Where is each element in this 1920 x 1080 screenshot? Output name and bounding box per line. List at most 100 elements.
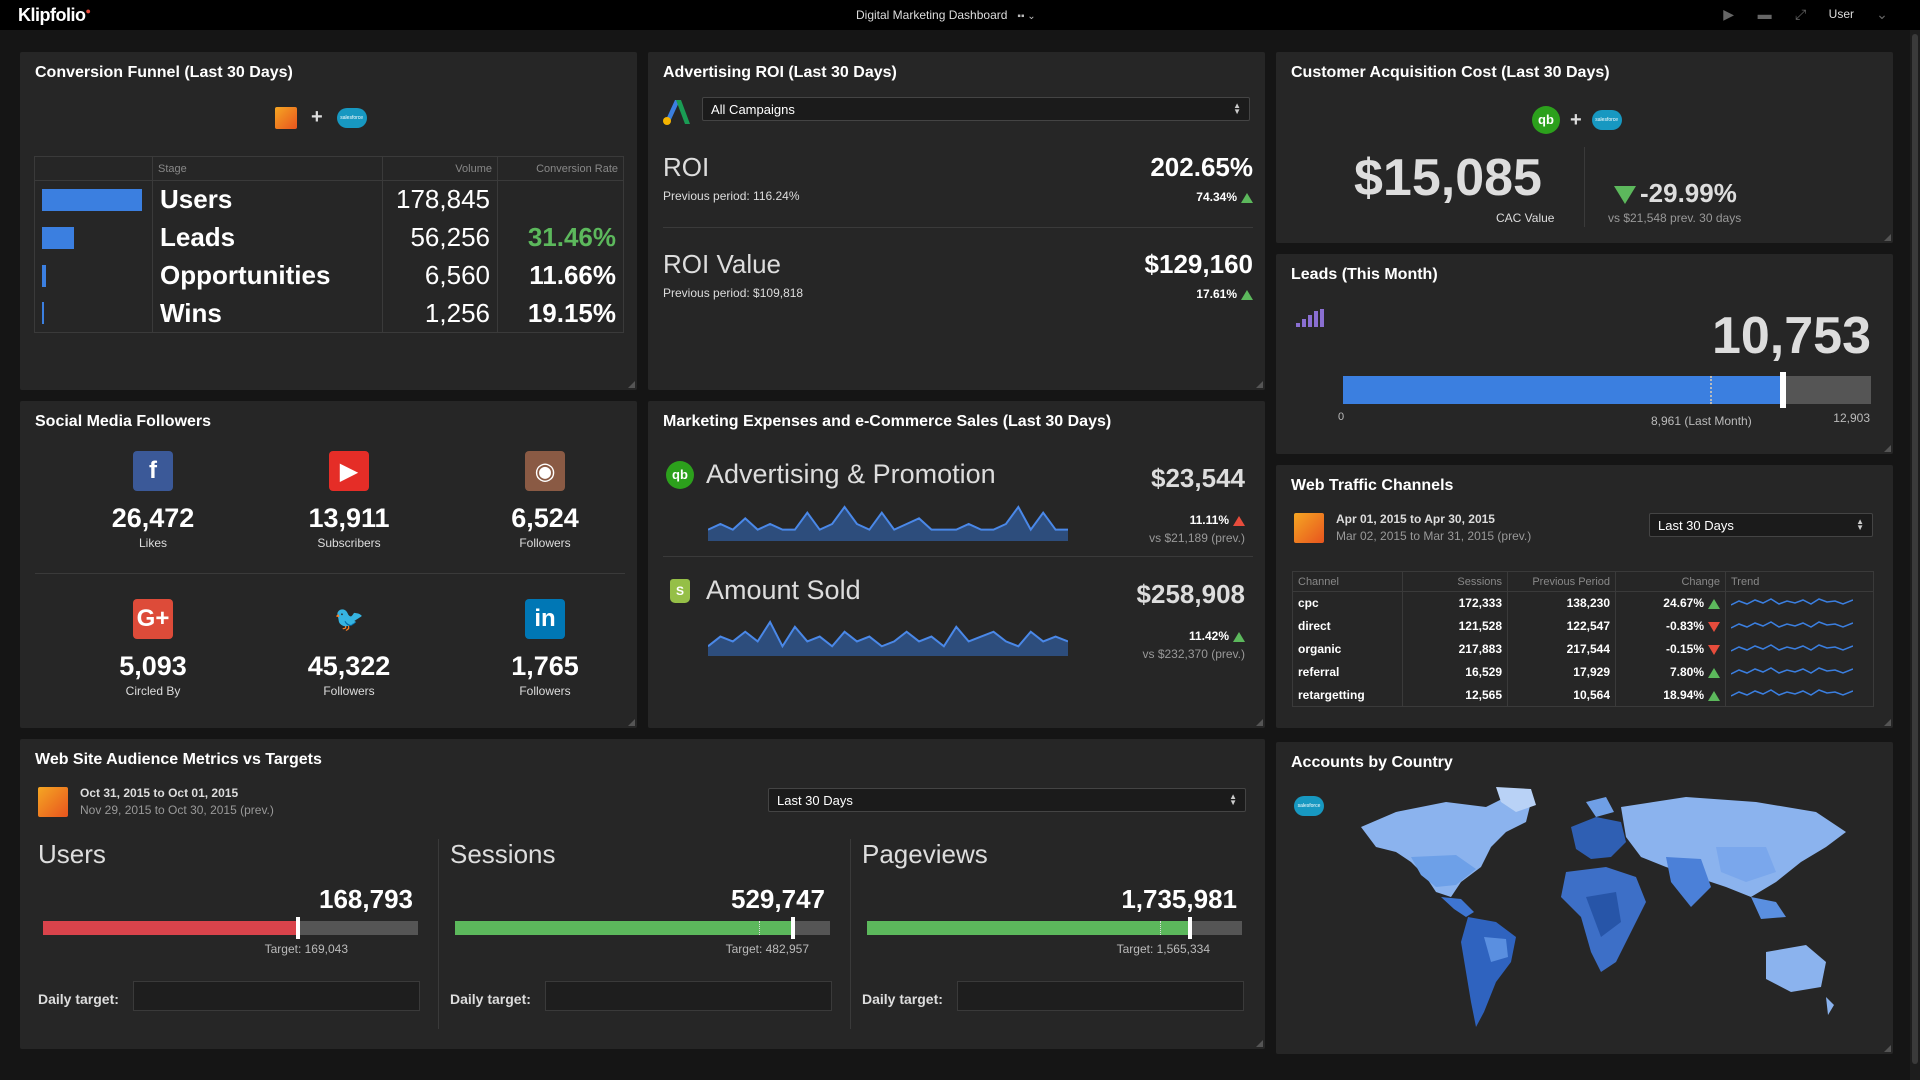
play-icon[interactable]: ▶: [1723, 6, 1735, 22]
fullscreen-icon[interactable]: ⤢: [1795, 6, 1807, 22]
plus-icon: +: [311, 106, 323, 128]
roi-row: ROI 202.65% Previous period: 116.24% 74.…: [663, 152, 1253, 232]
traffic-change: 24.67%: [1663, 596, 1704, 611]
social-label: Likes: [138, 536, 167, 550]
funnel-volume: 6,560: [382, 256, 498, 295]
funnel-bar: [42, 188, 142, 211]
traffic-change: -0.83%: [1665, 619, 1704, 633]
trend-sparkline: [1730, 597, 1854, 606]
funnel-stage: Opportunities: [152, 256, 383, 295]
traffic-prev: 138,230: [1507, 591, 1616, 615]
metric-target: Target: 169,043: [264, 942, 348, 956]
funnel-rate: 11.66%: [529, 260, 616, 290]
social-instagram: ◉ 6,524 Followers: [465, 451, 625, 550]
daily-target-input[interactable]: [957, 981, 1244, 1011]
scrollbar[interactable]: [1910, 30, 1920, 1080]
klipfolio-logo[interactable]: Klipfolio●: [18, 5, 91, 25]
roi-value-amount: $129,160: [1144, 249, 1253, 279]
amount-sold-sparkline: [708, 619, 1068, 656]
dashboard-switcher-icon[interactable]: ▪▪ ⌄: [1017, 11, 1036, 22]
up-arrow-icon: [1241, 289, 1253, 300]
traffic-channel: referral: [1292, 660, 1403, 684]
cac-change-sub: vs $21,548 prev. 30 days: [1608, 211, 1742, 225]
funnel-row: Opportunities 6,560 11.66%: [34, 256, 624, 295]
leads-last-month: 8,961 (Last Month): [1651, 414, 1752, 428]
metric-target: Target: 482,957: [725, 942, 809, 956]
funnel-rate: 19.15%: [527, 297, 616, 328]
metric-label: Pageviews: [862, 839, 988, 869]
metric-marker: [296, 917, 300, 939]
traffic-sessions: 12,565: [1402, 683, 1508, 707]
quickbooks-icon: qb: [1532, 106, 1560, 134]
googleplus-icon: G+: [133, 599, 173, 639]
trend-sparkline: [1730, 666, 1854, 675]
traffic-row: referral 16,529 17,929 7.80%: [1292, 660, 1874, 684]
metric-marker: [1188, 917, 1192, 939]
funnel-bar: [42, 264, 46, 287]
daily-target-input[interactable]: [133, 981, 420, 1011]
traffic-period-select[interactable]: Last 30 Days ▲ ▼: [1649, 513, 1873, 537]
chevron-down-icon[interactable]: ⌄: [1876, 6, 1888, 22]
traffic-date-range: Apr 01, 2015 to Apr 30, 2015: [1336, 512, 1495, 526]
daily-target-input[interactable]: [545, 981, 832, 1011]
column-header: Change: [1615, 571, 1726, 592]
traffic-sessions: 217,883: [1402, 637, 1508, 661]
daily-target-label: Daily target:: [38, 991, 119, 1007]
down-arrow-icon: [1708, 621, 1720, 632]
amount-sold-value: $258,908: [1136, 579, 1245, 609]
down-arrow-icon: [1708, 644, 1720, 655]
audience-period-select[interactable]: Last 30 Days ▲ ▼: [768, 788, 1246, 812]
traffic-row: retargetting 12,565 10,564 18.94%: [1292, 683, 1874, 707]
advertising-sparkline: [708, 505, 1068, 541]
panel-title: Web Site Audience Metrics vs Targets: [35, 751, 322, 768]
signal-bars-icon: [1296, 309, 1324, 327]
metric-sessions: Sessions 529,747 Target: 482,957 Daily t…: [450, 839, 840, 1011]
audience-date-range: Oct 31, 2015 to Oct 01, 2015: [80, 786, 239, 800]
world-map[interactable]: [1356, 787, 1856, 1037]
daily-target-label: Daily target:: [450, 991, 531, 1007]
traffic-prev: 217,544: [1507, 637, 1616, 661]
leads-gauge: [1343, 372, 1871, 408]
traffic-table: Channel Sessions Previous Period Change …: [1292, 571, 1874, 707]
traffic-channel: organic: [1292, 637, 1403, 661]
column-header: Stage: [152, 156, 383, 181]
panel-title: Leads (This Month): [1291, 266, 1438, 283]
social-label: Followers: [323, 684, 375, 698]
dashboard-title[interactable]: Digital Marketing Dashboard ▪▪ ⌄: [856, 8, 1036, 22]
cac-value: $15,085: [1354, 149, 1542, 207]
metric-pageviews: Pageviews 1,735,981 Target: 1,565,334 Da…: [862, 839, 1252, 1011]
traffic-change: 7.80%: [1669, 665, 1704, 679]
layout-icon[interactable]: ▬: [1757, 6, 1772, 22]
column-header: Volume: [382, 156, 498, 181]
user-menu[interactable]: User: [1828, 7, 1854, 21]
metric-users: Users 168,793 Target: 169,043 Daily targ…: [38, 839, 428, 1011]
social-facebook: f 26,472 Likes: [73, 451, 233, 550]
traffic-prev: 10,564: [1507, 683, 1616, 707]
klipfolio-chart-icon: [1294, 513, 1324, 543]
twitter-icon: 🐦: [334, 605, 364, 633]
funnel-volume: 1,256: [382, 294, 498, 333]
roi-label: ROI: [663, 152, 710, 182]
campaign-select[interactable]: All Campaigns ▲ ▼: [702, 97, 1250, 121]
traffic-row: cpc 172,333 138,230 24.67%: [1292, 591, 1874, 615]
advertising-label: Advertising & Promotion: [706, 459, 996, 489]
metric-value: 529,747: [731, 884, 825, 914]
amount-sold-label: Amount Sold: [706, 575, 861, 605]
metric-value: 1,735,981: [1121, 884, 1237, 914]
leads-value: 10,753: [1711, 307, 1871, 365]
amount-sold-change: 11.42%: [1188, 629, 1229, 643]
advertising-change: 11.11%: [1189, 513, 1229, 527]
instagram-icon: ◉: [525, 451, 565, 491]
salesforce-icon: salesforce: [336, 107, 367, 128]
panel-title: Web Traffic Channels: [1291, 477, 1454, 494]
conversion-funnel-panel: Conversion Funnel (Last 30 Days) + sales…: [20, 52, 637, 390]
funnel-stage: Users: [152, 180, 383, 219]
roi-prev: Previous period: 116.24%: [663, 189, 800, 203]
funnel-bar: [42, 226, 74, 249]
funnel-rate: 31.46%: [527, 222, 616, 252]
amount-sold-prev: vs $232,370 (prev.): [1142, 647, 1246, 661]
adwords-icon: [663, 100, 690, 125]
up-arrow-icon: [1708, 667, 1720, 678]
metric-bar: [867, 917, 1242, 939]
funnel-row: Users 178,845: [34, 180, 624, 219]
